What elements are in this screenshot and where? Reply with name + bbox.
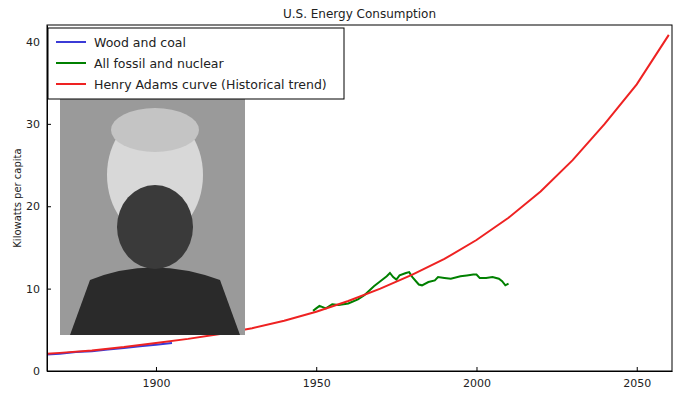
- series-line: [313, 272, 509, 311]
- legend-swatch: [56, 83, 86, 85]
- tick-mark: [47, 371, 51, 372]
- tick: 2050: [623, 367, 651, 390]
- tick-label: 40: [26, 35, 40, 48]
- portrait-beard: [117, 185, 193, 269]
- legend: Wood and coal All fossil and nuclear Henry…: [48, 28, 344, 99]
- y-axis-title: Kilowatts per capita: [12, 148, 23, 247]
- tick-mark: [476, 367, 477, 371]
- legend-label: Wood and coal: [94, 35, 186, 50]
- tick: 20: [26, 200, 51, 213]
- portrait-body: [70, 268, 240, 336]
- tick: 1950: [303, 367, 331, 390]
- tick: 2000: [463, 367, 491, 390]
- portrait-background: [60, 95, 245, 335]
- series-line: [47, 35, 669, 354]
- legend-label: All fossil and nuclear: [94, 56, 224, 71]
- tick: 30: [26, 118, 51, 131]
- legend-box: [48, 28, 344, 99]
- tick-label: 10: [26, 283, 40, 296]
- tick-mark: [156, 367, 157, 371]
- portrait-forehead: [111, 108, 199, 152]
- y-axis: 0 10 20 30 40: [26, 26, 51, 379]
- legend-swatch: [56, 41, 86, 43]
- tick: 10: [26, 283, 51, 296]
- tick: 0: [33, 365, 51, 378]
- chart: U.S. Energy Consumption Kilowatts per cap…: [0, 0, 700, 394]
- tick-label: 1900: [142, 377, 170, 390]
- tick-label: 30: [26, 118, 40, 131]
- tick-mark: [316, 367, 317, 371]
- plot-frame: [47, 25, 672, 371]
- tick-mark: [637, 367, 638, 371]
- tick-mark: [47, 124, 51, 125]
- tick-label: 2050: [623, 377, 651, 390]
- tick-label: 1950: [303, 377, 331, 390]
- tick-label: 20: [26, 200, 40, 213]
- legend-label: Henry Adams curve (Historical trend): [94, 77, 327, 92]
- x-axis: 1900 1950 2000 2050: [48, 367, 673, 390]
- legend-swatch: [56, 62, 86, 64]
- portrait: [60, 95, 245, 335]
- plot-area: [47, 35, 669, 355]
- tick-label: 0: [33, 365, 40, 378]
- axis-line: [48, 371, 673, 372]
- tick: 1900: [142, 367, 170, 390]
- tick-mark: [47, 206, 51, 207]
- title: U.S. Energy Consumption: [283, 7, 436, 21]
- tick: 40: [26, 35, 51, 48]
- tick-mark: [47, 289, 51, 290]
- tick-label: 2000: [463, 377, 491, 390]
